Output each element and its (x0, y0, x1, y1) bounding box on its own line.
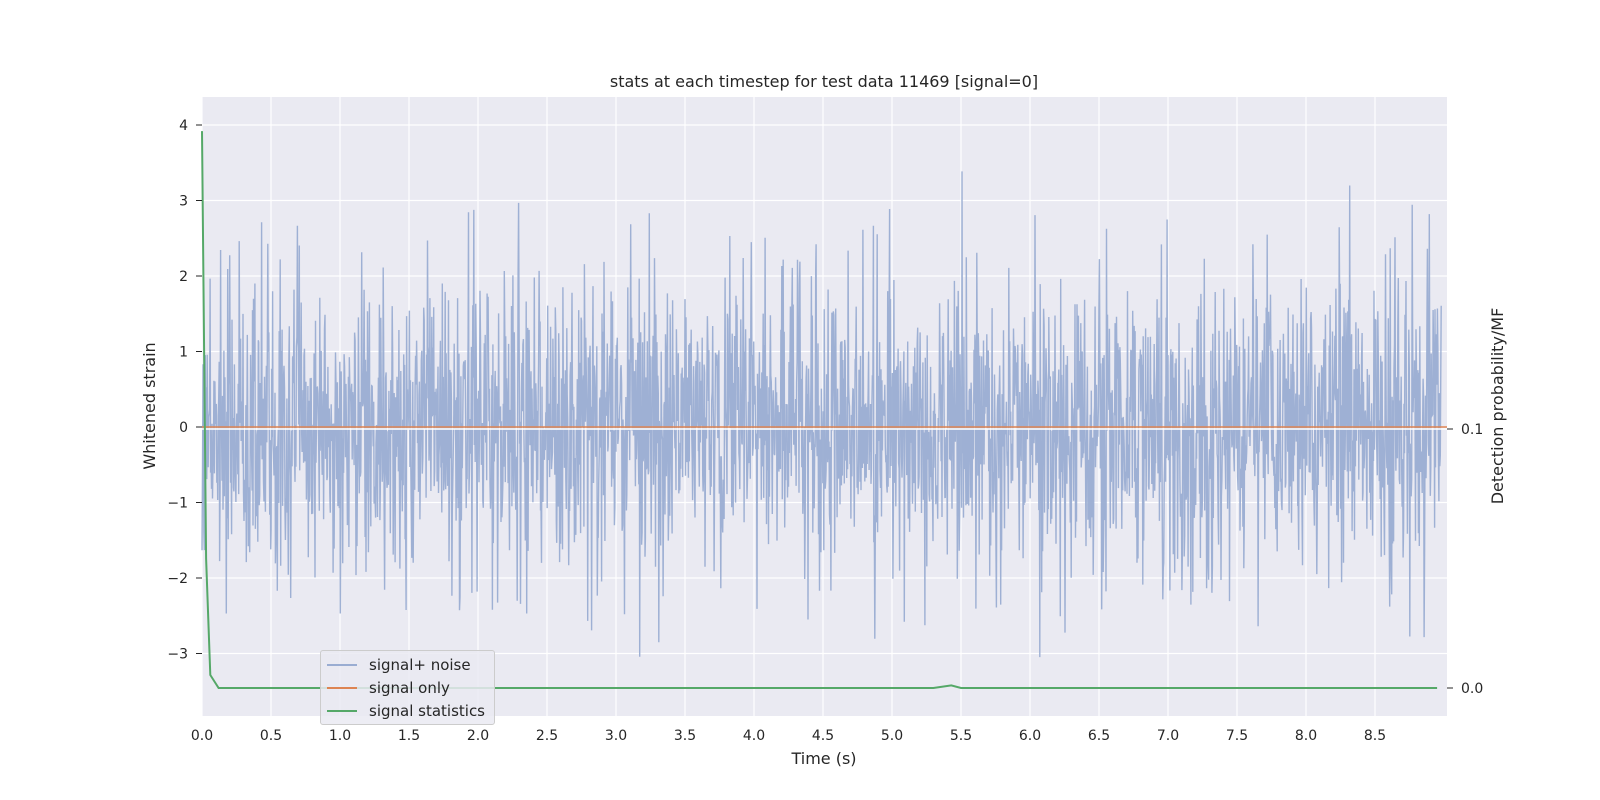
x-tick-label: 7.5 (1226, 728, 1248, 744)
x-tick-label: 1.5 (398, 728, 420, 744)
y-tick-label: 2 (179, 269, 188, 285)
y2-tick-label: 0.1 (1461, 422, 1483, 438)
legend-swatch-signal-only (327, 687, 357, 689)
y-axis-ticks: 4 3 2 1 0 −1 −2 −3 (167, 118, 202, 663)
legend: signal+ noise signal only signal statist… (320, 650, 495, 725)
x-tick-label: 8.0 (1295, 728, 1317, 744)
legend-swatch-signal-statistics (327, 710, 357, 712)
x-axis-label: Time (s) (790, 749, 856, 768)
legend-item: signal statistics (327, 701, 485, 721)
x-tick-label: 4.5 (812, 728, 834, 744)
y-tick-label: 4 (179, 118, 188, 134)
x-tick-label: 5.5 (950, 728, 972, 744)
legend-item: signal only (327, 678, 450, 698)
x-tick-label: 8.5 (1364, 728, 1386, 744)
signal-statistics-line (201, 131, 1438, 689)
legend-label: signal only (369, 679, 450, 697)
legend-label: signal statistics (369, 702, 486, 720)
x-tick-label: 5.0 (881, 728, 903, 744)
series-signal-noise (201, 171, 1442, 658)
y2-tick-label: 0.0 (1461, 681, 1483, 697)
x-tick-label: 7.0 (1157, 728, 1179, 744)
x-tick-label: 0.0 (191, 728, 213, 744)
x-tick-label: 2.0 (467, 728, 489, 744)
signal-noise-line (201, 171, 1442, 658)
y2-axis-ticks: 0.1 0.0 (1447, 422, 1483, 697)
y2-axis-label: Detection probability/MF (1488, 308, 1507, 505)
legend-label: signal+ noise (369, 656, 471, 674)
series-lines (201, 131, 1447, 689)
y-tick-label: −1 (167, 496, 188, 512)
x-tick-label: 1.0 (329, 728, 351, 744)
y-tick-label: −2 (167, 571, 188, 587)
y-tick-label: 0 (179, 420, 188, 436)
x-tick-label: 4.0 (743, 728, 765, 744)
legend-item: signal+ noise (327, 655, 471, 675)
y-axis-label: Whitened strain (140, 342, 159, 469)
x-tick-label: 6.5 (1088, 728, 1110, 744)
x-axis-ticks: 0.0 0.5 1.0 1.5 2.0 2.5 3.0 3.5 4.0 4.5 5.0 5.5 6.0 6… (191, 728, 1386, 744)
chart-title: stats at each timestep for test data 114… (610, 72, 1038, 91)
y-tick-label: 3 (179, 194, 188, 210)
x-tick-label: 3.5 (674, 728, 696, 744)
x-tick-label: 3.0 (605, 728, 627, 744)
x-tick-label: 6.0 (1019, 728, 1041, 744)
legend-swatch-signal-noise (327, 664, 357, 666)
x-tick-label: 0.5 (260, 728, 282, 744)
y-tick-label: −3 (167, 647, 188, 663)
y-tick-label: 1 (179, 345, 188, 361)
x-tick-label: 2.5 (536, 728, 558, 744)
